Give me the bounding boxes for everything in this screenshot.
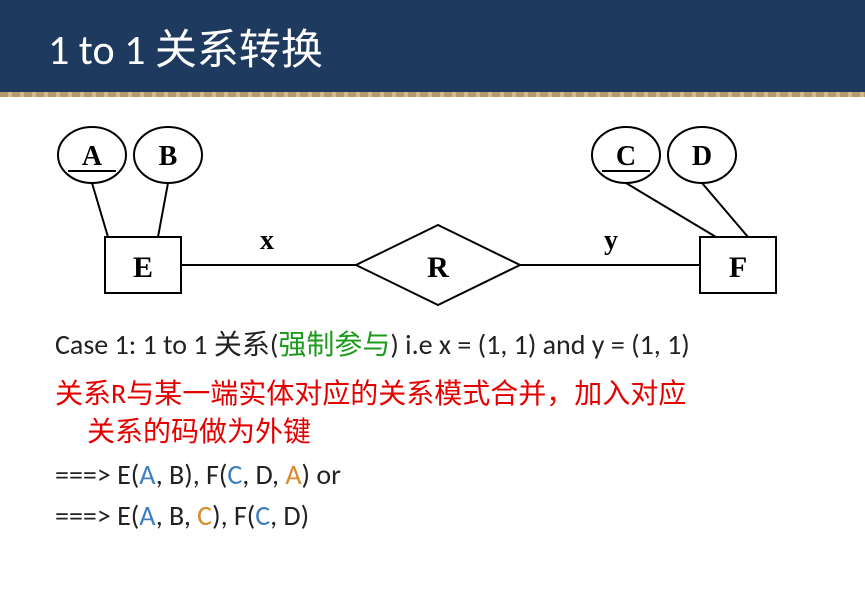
- r2-p3: ), F(: [212, 498, 255, 533]
- result-2: ===> E(A, B, C), F(C, D): [55, 498, 817, 533]
- case-green: 强制参与: [278, 327, 390, 362]
- r1-C: C: [227, 457, 242, 492]
- title-bar: 1 to 1 关系转换: [0, 0, 865, 92]
- r1-p3: , D,: [242, 457, 285, 492]
- r1-p1: E(: [111, 457, 140, 492]
- case-suffix: ) i.e x = (1, 1) and y = (1, 1): [390, 327, 689, 362]
- r2-C: C: [255, 498, 270, 533]
- explanation-line1: 关系R与某一端实体对应的关系模式合并，加入对应: [55, 375, 817, 413]
- result-1: ===> E(A, B), F(C, D, A) or: [55, 457, 817, 492]
- attr-A-label: A: [82, 141, 103, 172]
- r2-p2: , B,: [156, 498, 197, 533]
- edge-label-y: y: [604, 225, 618, 256]
- attr-B-label: B: [159, 141, 178, 172]
- r1-p2: , B), F(: [156, 457, 228, 492]
- r2-arrow: ===>: [55, 498, 111, 533]
- relationship-R-label: R: [427, 251, 449, 284]
- case-line: Case 1: 1 to 1 关系(强制参与) i.e x = (1, 1) a…: [55, 323, 817, 363]
- r2-p1: E(: [111, 498, 140, 533]
- r1-arrow: ===>: [55, 457, 111, 492]
- er-diagram-svg: x y E F R A B C D: [0, 97, 865, 317]
- entity-E-label: E: [133, 251, 153, 284]
- attr-line-B: [158, 183, 168, 237]
- r2-FK: C: [197, 498, 212, 533]
- r2-p4: , D): [270, 498, 309, 533]
- r1-A: A: [139, 457, 155, 492]
- r1-FK: A: [285, 457, 301, 492]
- explanation-block: 关系R与某一端实体对应的关系模式合并，加入对应 关系的码做为外键: [55, 375, 817, 451]
- attr-D-label: D: [692, 141, 712, 172]
- entity-F-label: F: [729, 251, 747, 284]
- attr-line-C: [626, 183, 716, 237]
- r2-A: A: [139, 498, 155, 533]
- slide-title: 1 to 1 关系转换: [48, 16, 323, 77]
- attr-C-label: C: [616, 141, 636, 172]
- attr-line-D: [702, 183, 748, 237]
- case-prefix: Case 1: 1 to 1 关系(: [55, 327, 278, 362]
- edge-label-x: x: [260, 225, 274, 256]
- explanation-line2: 关系的码做为外键: [55, 413, 817, 451]
- r1-p4: ) or: [302, 457, 341, 492]
- content-area: Case 1: 1 to 1 关系(强制参与) i.e x = (1, 1) a…: [0, 323, 865, 533]
- attr-line-A: [92, 183, 108, 237]
- er-diagram: x y E F R A B C D: [0, 97, 865, 317]
